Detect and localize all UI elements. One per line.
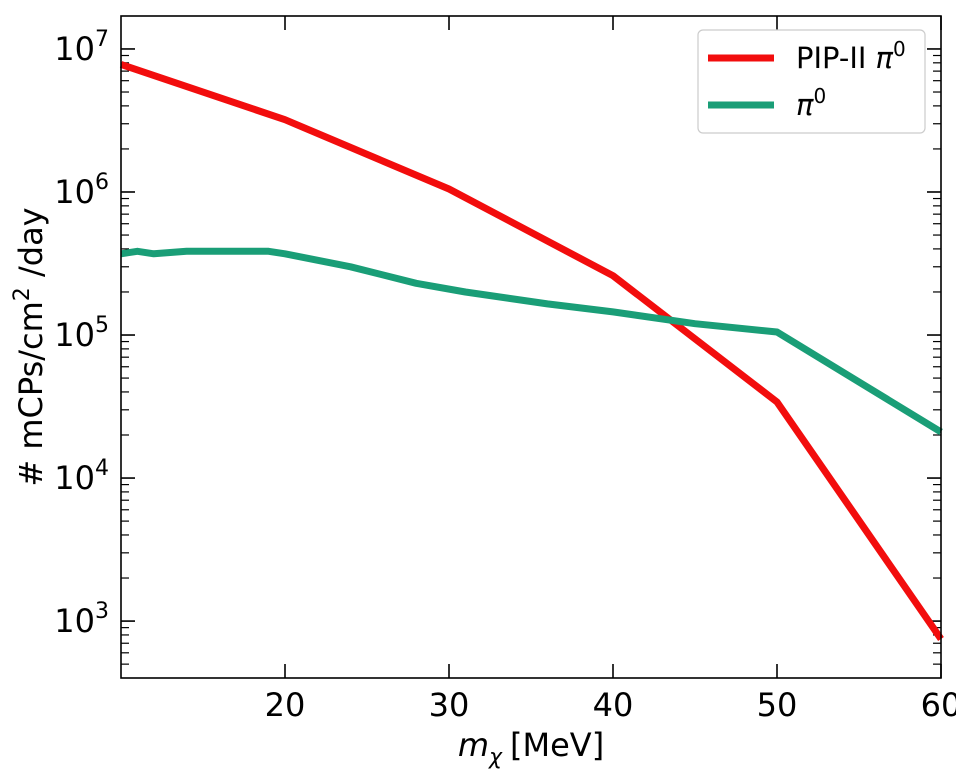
y-tick-base: 10: [54, 30, 95, 68]
x-axis-unit: [MeV]: [510, 726, 604, 764]
series-layer: [119, 61, 944, 641]
y-tick-base: 10: [54, 316, 95, 354]
x-tick-label: 50: [757, 686, 798, 724]
y-tick-base: 10: [54, 459, 95, 497]
x-axis-label: mχ [MeV]: [458, 726, 604, 770]
y-tick-label: 106: [54, 170, 109, 211]
y-tick-label: 103: [54, 599, 109, 640]
y-axis-suffix: /day: [12, 207, 50, 287]
y-tick-label: 107: [54, 27, 109, 68]
legend-label-pip2: PIP-II π0: [796, 37, 906, 75]
y-tick-exponent: 4: [95, 456, 109, 481]
legend-label-pi0: π0: [796, 84, 826, 122]
y-axis-label: # mCPs/cm2 /day: [10, 207, 50, 486]
x-tick-label: 40: [593, 686, 634, 724]
x-axis-subscript: χ: [488, 745, 503, 770]
y-tick-exponent: 5: [95, 313, 109, 338]
series-line-pi0: [120, 247, 943, 435]
y-tick-label: 105: [54, 313, 109, 354]
minor-ticks: [121, 54, 941, 665]
y-tick-base: 10: [54, 602, 95, 640]
legend: PIP-II π0 π0: [697, 29, 926, 134]
y-tick-label: 104: [54, 456, 109, 497]
legend-label-pip2-symbol: π: [875, 41, 893, 75]
y-tick-base: 10: [54, 173, 95, 211]
legend-label-pip2-name: PIP-II: [796, 41, 866, 75]
x-tick-label: 60: [921, 686, 956, 724]
series-line-pip2-pi0: [119, 61, 944, 641]
x-tick-label: 20: [265, 686, 306, 724]
y-tick-exponent: 6: [95, 170, 109, 195]
y-axis-prefix: # mCPs/cm: [12, 301, 50, 486]
legend-label-pi0-sup: 0: [813, 84, 826, 108]
plot-frame: [120, 15, 942, 679]
legend-label-pi0-symbol: π: [796, 88, 814, 122]
legend-label-pip2-sup: 0: [893, 37, 906, 61]
y-tick-exponent: 3: [95, 599, 109, 624]
y-tick-exponent: 7: [95, 27, 109, 52]
x-tick-label: 30: [429, 686, 470, 724]
y-axis-power: 2: [10, 287, 35, 301]
x-axis-symbol: m: [458, 726, 489, 764]
